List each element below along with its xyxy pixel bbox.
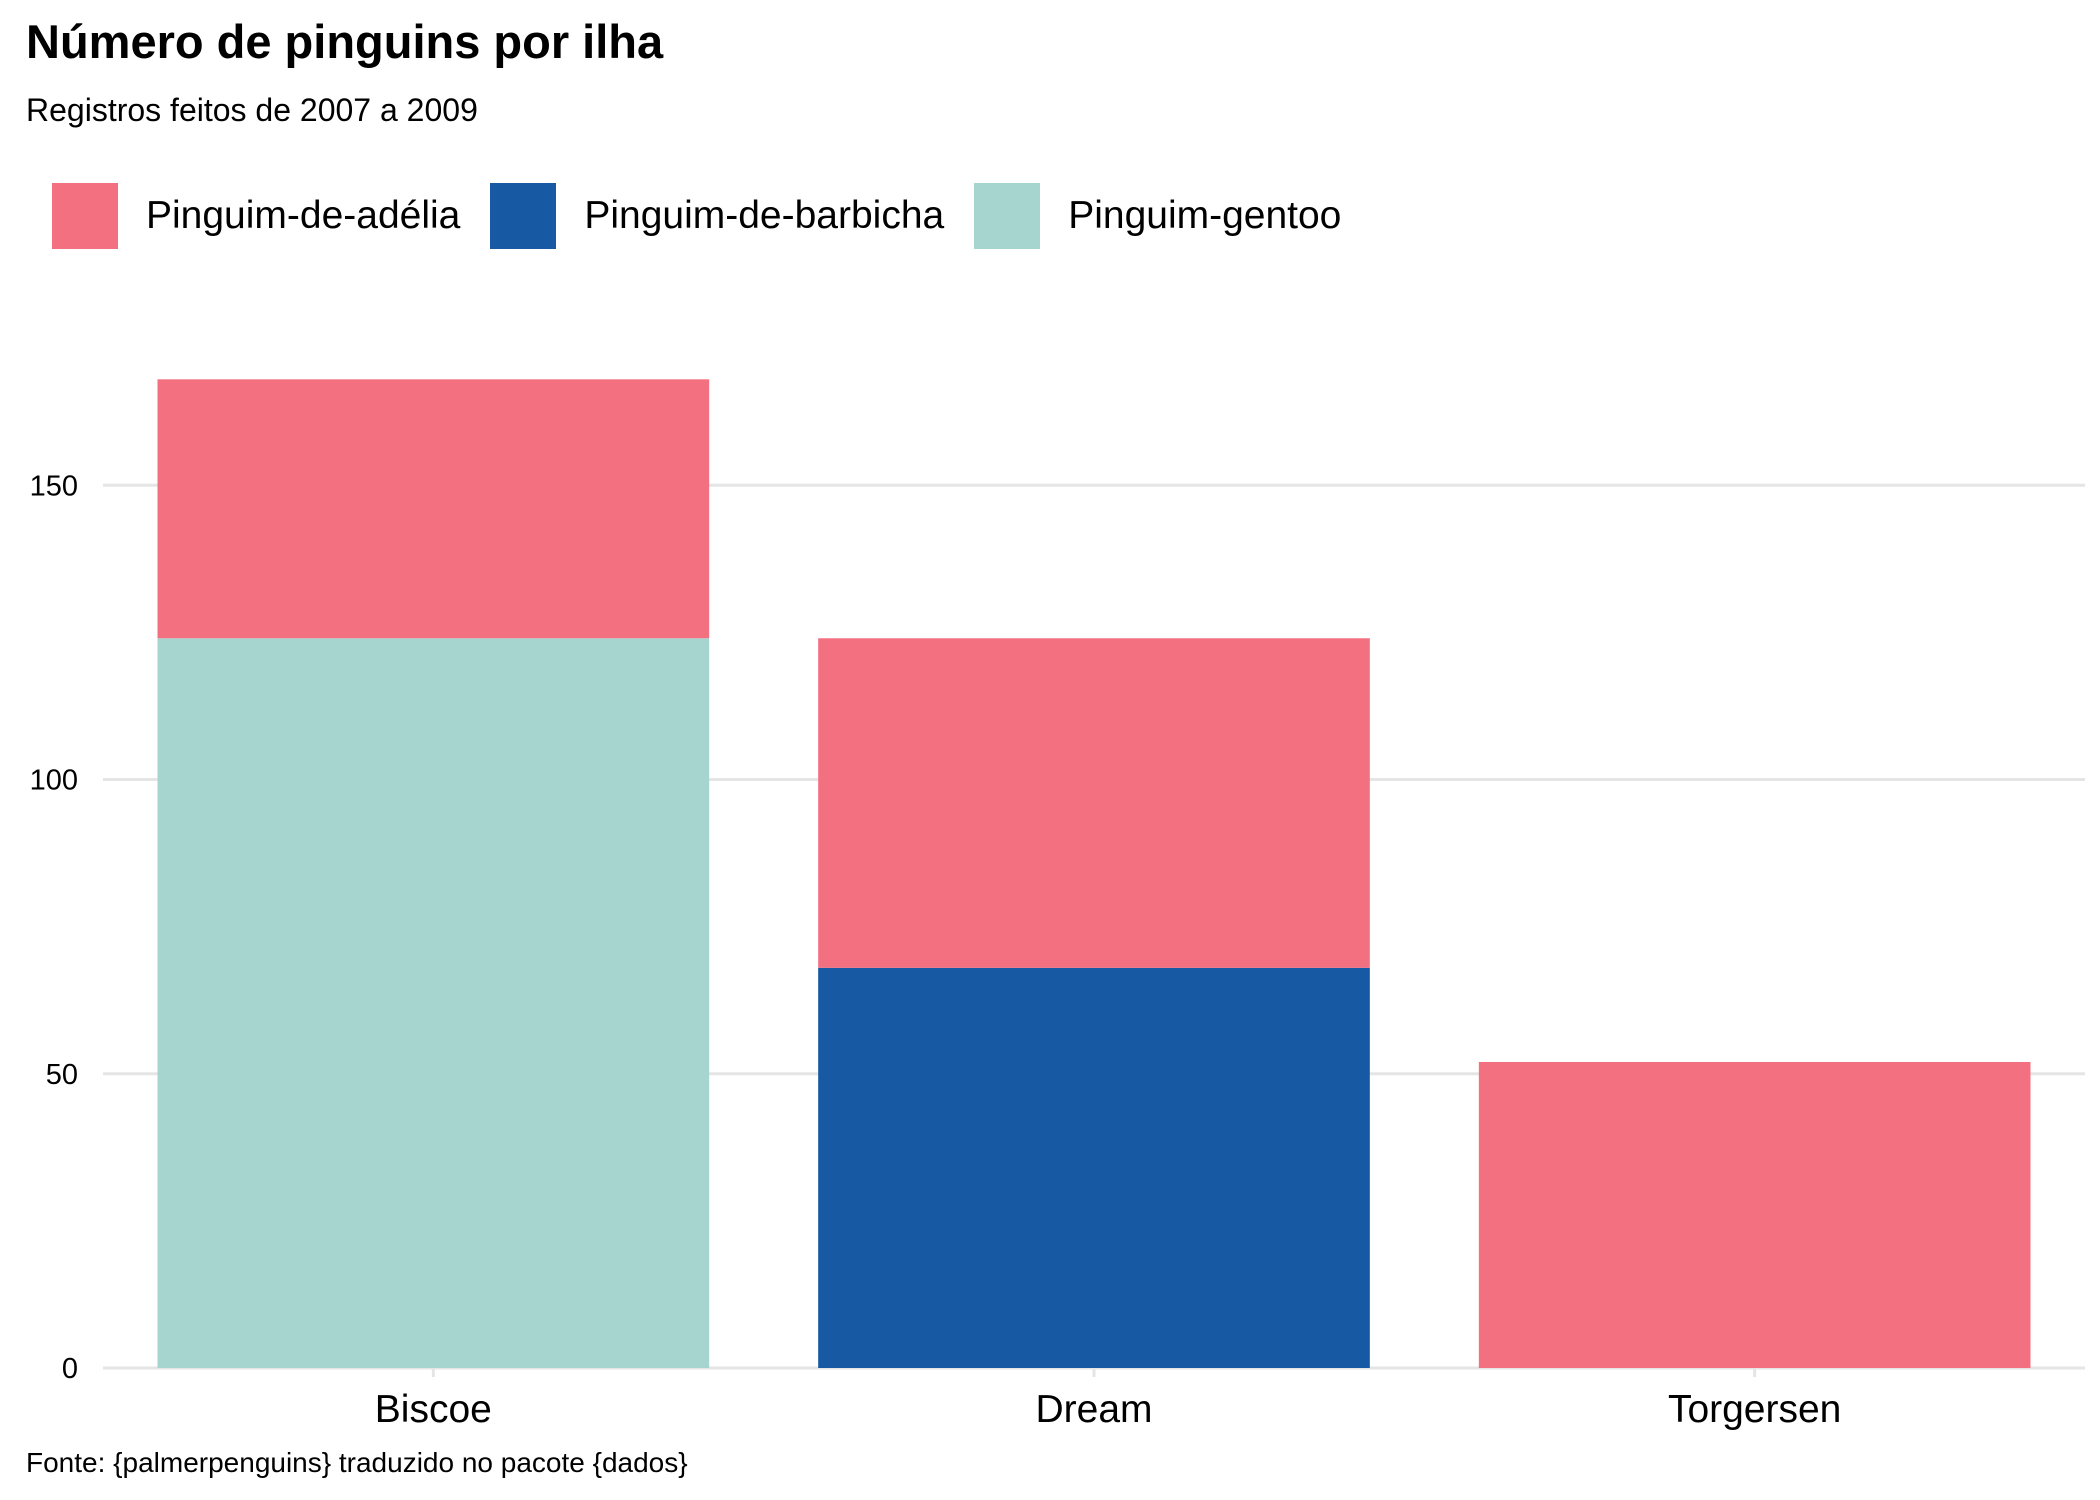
legend-item-adelia: Pinguim-de-adélia: [52, 183, 460, 249]
y-tick-label-150: 150: [30, 470, 78, 502]
legend-swatch-barbicha: [490, 183, 557, 249]
x-tick-label-dream: Dream: [1035, 1388, 1152, 1431]
bar-torgersen-pinguim-de-adélia: [1478, 1061, 2031, 1368]
legend-item-gentoo: Pinguim-gentoo: [974, 183, 1341, 249]
legend-item-barbicha: Pinguim-de-barbicha: [490, 183, 944, 249]
bar-dream-pinguim-de-adélia: [818, 638, 1370, 968]
chart-subtitle: Registros feitos de 2007 a 2009: [26, 92, 478, 128]
y-tick-label-0: 0: [62, 1353, 78, 1385]
legend-label-adelia: Pinguim-de-adélia: [146, 194, 461, 237]
bar-biscoe-pinguim-gentoo: [157, 638, 710, 1368]
chart-title: Número de pinguins por ilha: [26, 15, 664, 68]
bar-biscoe-pinguim-de-adélia: [157, 379, 710, 639]
y-tick-label-100: 100: [30, 765, 78, 797]
y-tick-label-50: 50: [46, 1059, 78, 1091]
x-tick-label-biscoe: Biscoe: [375, 1388, 492, 1431]
legend-label-barbicha: Pinguim-de-barbicha: [584, 194, 945, 237]
legend-swatch-adelia: [52, 183, 118, 249]
bar-dream-pinguim-de-barbicha: [818, 967, 1370, 1368]
x-tick-label-torgersen: Torgersen: [1668, 1388, 1841, 1431]
chart-caption: Fonte: {palmerpenguins} traduzido no pac…: [26, 1447, 688, 1478]
legend: Pinguim-de-adélia Pinguim-de-barbicha Pi…: [52, 182, 1371, 250]
legend-label-gentoo: Pinguim-gentoo: [1068, 194, 1342, 237]
legend-swatch-gentoo: [974, 183, 1041, 249]
